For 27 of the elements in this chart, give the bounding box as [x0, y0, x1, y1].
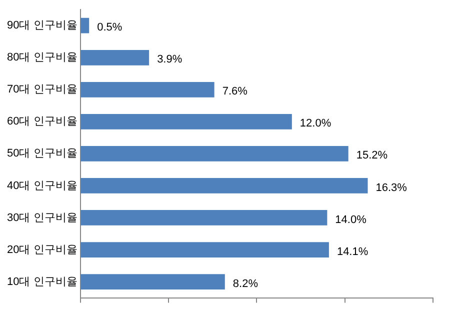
bar — [80, 178, 368, 194]
data-label: 15.2% — [356, 150, 388, 162]
y-tick-label: 60대 인구비율 — [6, 116, 78, 128]
data-label: 12.0% — [300, 118, 332, 130]
bar — [80, 210, 328, 226]
bar — [80, 82, 214, 98]
data-label: 14.1% — [336, 246, 368, 258]
data-label: 8.2% — [232, 278, 258, 290]
bar — [80, 274, 225, 290]
bar — [80, 50, 150, 66]
y-tick-label: 90대 인구비율 — [6, 20, 78, 32]
bar — [80, 242, 329, 258]
bar — [80, 18, 90, 34]
bar — [80, 114, 292, 130]
y-tick-label: 40대 인구비율 — [6, 180, 78, 192]
data-label: 0.5% — [97, 22, 122, 34]
data-label: 3.9% — [157, 54, 182, 66]
data-label: 7.6% — [222, 86, 248, 98]
bar — [80, 146, 348, 162]
data-label: 16.3% — [376, 182, 408, 194]
y-tick-label: 20대 인구비율 — [6, 244, 78, 256]
y-tick-label: 70대 인구비율 — [6, 84, 78, 96]
y-tick-label: 30대 인구비율 — [6, 212, 78, 224]
y-tick-label: 10대 인구비율 — [6, 276, 78, 288]
y-tick-label: 50대 인구비율 — [6, 148, 78, 160]
data-label: 14.0% — [335, 214, 367, 226]
y-tick-label: 80대 인구비율 — [6, 52, 78, 64]
